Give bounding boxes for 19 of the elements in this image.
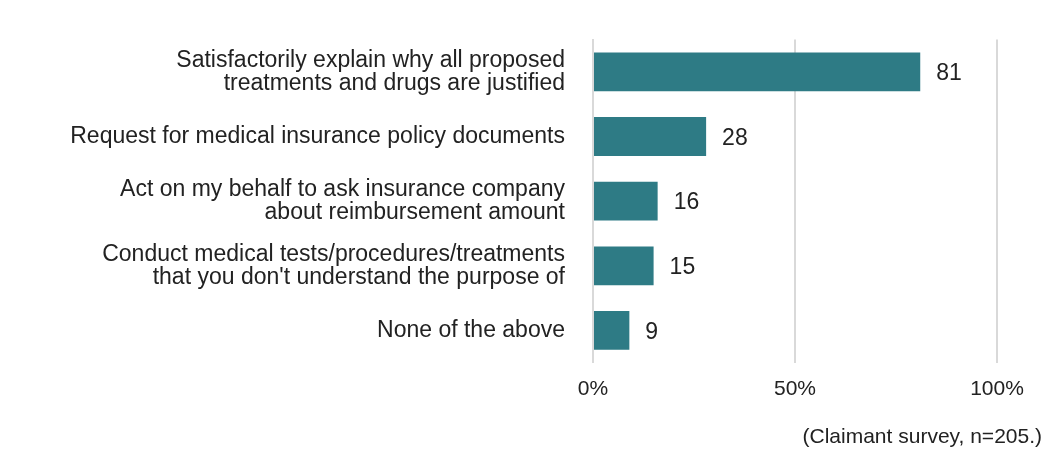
x-tick-label: 100% bbox=[970, 376, 1024, 400]
bar bbox=[594, 181, 658, 221]
bar bbox=[594, 117, 707, 156]
y-tick-label: Request for medical insurance policy documents bbox=[70, 121, 565, 148]
y-tick-label: Conduct medical tests/procedures/treatments that you don't understand the purpose of bbox=[102, 239, 566, 289]
y-tick-label: Act on my behalf to ask insurance company about reimbursement amount bbox=[120, 174, 566, 224]
data-label: 16 bbox=[673, 188, 700, 215]
data-label: 9 bbox=[645, 317, 659, 344]
x-tick-label: 0% bbox=[577, 376, 609, 400]
data-label: 15 bbox=[669, 253, 696, 280]
y-tick-label: None of the above bbox=[377, 315, 565, 342]
bar bbox=[594, 52, 921, 92]
y-tick-label: Satisfactorily explain why all proposed treatments and drugs are justified bbox=[176, 45, 565, 95]
bar bbox=[594, 246, 654, 286]
bar bbox=[594, 311, 630, 350]
data-label: 81 bbox=[936, 59, 962, 86]
text: (Claimant survey, n=205.) bbox=[801, 424, 1042, 448]
data-label: 28 bbox=[722, 123, 748, 150]
x-tick-label: 50% bbox=[773, 376, 817, 400]
